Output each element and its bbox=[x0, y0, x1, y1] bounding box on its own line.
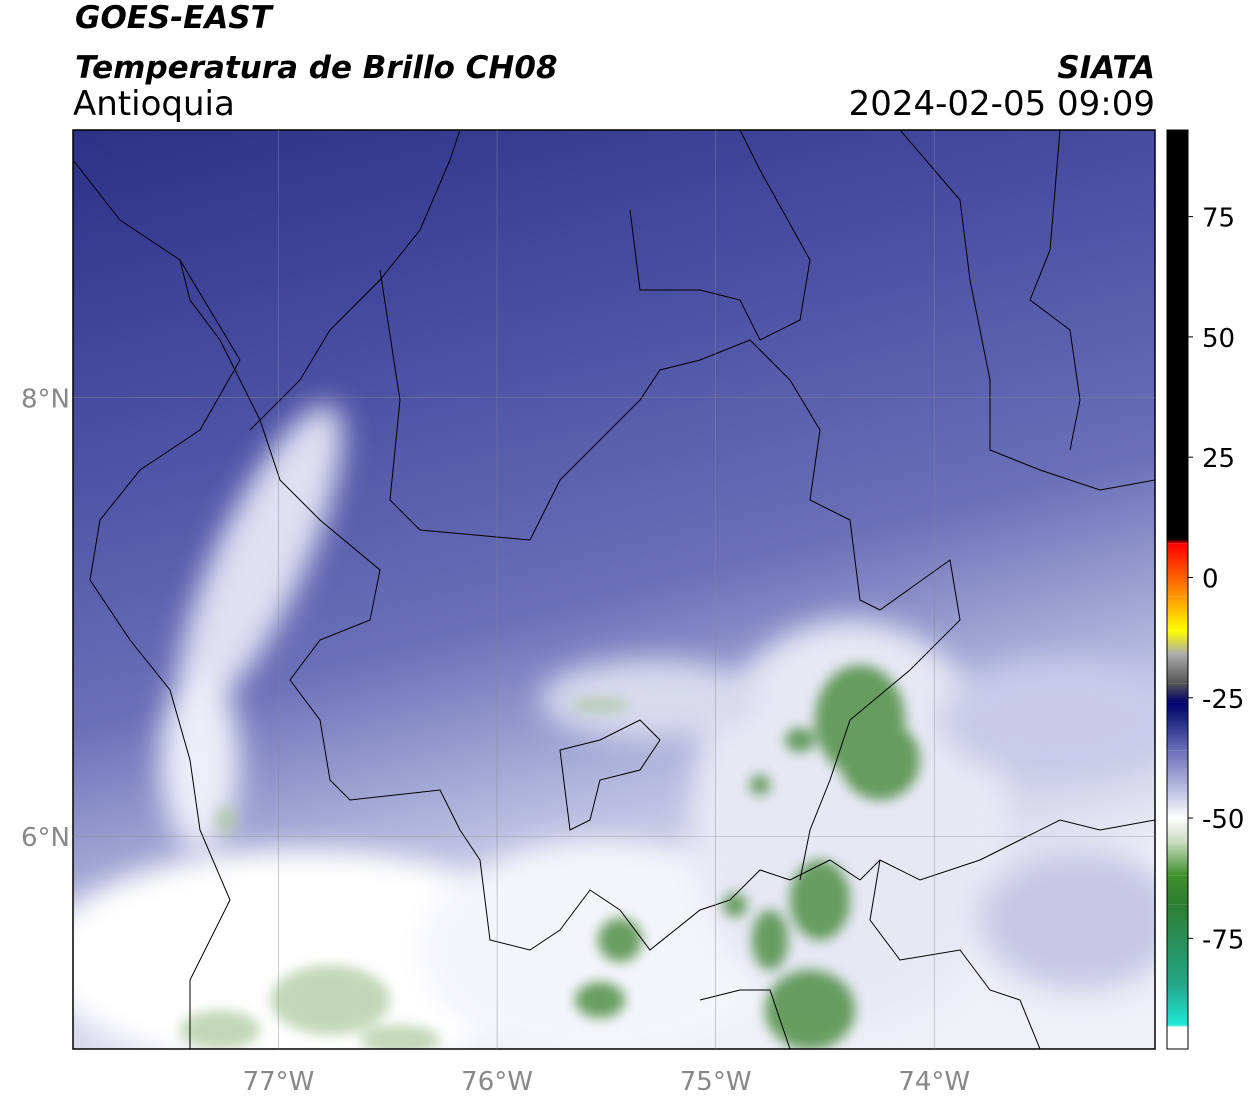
colorbar-segment bbox=[1167, 904, 1188, 987]
colorbar-frame bbox=[1166, 129, 1189, 1050]
colorbar-segment bbox=[1167, 750, 1188, 794]
colorbar-segment bbox=[1167, 1024, 1188, 1028]
colorbar-segment bbox=[1167, 1027, 1188, 1049]
colorbar-tick-label: 0 bbox=[1202, 564, 1219, 594]
colorbar-tick-label: 25 bbox=[1202, 444, 1235, 474]
colorbar-tick-label: 50 bbox=[1202, 324, 1235, 354]
colorbar-segment bbox=[1167, 654, 1188, 684]
colorbar-tick-label: -75 bbox=[1202, 925, 1244, 955]
colorbar-segment bbox=[1167, 130, 1188, 539]
colorbar-tick-label: -25 bbox=[1202, 685, 1244, 715]
region: Antioquia bbox=[73, 84, 235, 124]
source: SIATA bbox=[1057, 50, 1155, 86]
colorbar-segment bbox=[1167, 875, 1188, 905]
satellite-image bbox=[73, 130, 1155, 1049]
colorbar-tick-label: 75 bbox=[1202, 204, 1235, 234]
colorbar-segment bbox=[1167, 818, 1188, 843]
y-tick-label: 8°N bbox=[21, 385, 70, 415]
colorbar-segment bbox=[1167, 793, 1188, 819]
x-tick-label: 75°W bbox=[680, 1067, 752, 1097]
title: GOES-EAST bbox=[75, 0, 275, 36]
colorbar-segment bbox=[1167, 596, 1188, 631]
x-tick-label: 74°W bbox=[898, 1067, 970, 1097]
colorbar-segment bbox=[1167, 986, 1188, 1025]
datetime: 2024-02-05 09:09 bbox=[849, 84, 1155, 124]
y-tick-label: 6°N bbox=[21, 823, 70, 853]
colorbar-segment bbox=[1167, 842, 1188, 876]
colorbar-segment bbox=[1167, 543, 1188, 597]
colorbar-segment bbox=[1167, 538, 1188, 544]
colorbar-tick-label: -50 bbox=[1202, 805, 1244, 835]
colorbar-segment bbox=[1167, 717, 1188, 751]
x-tick-label: 77°W bbox=[243, 1067, 315, 1097]
colorbar-segment bbox=[1167, 683, 1188, 703]
colorbar-segment bbox=[1167, 630, 1188, 655]
x-tick-label: 76°W bbox=[461, 1067, 533, 1097]
subtitle: Temperatura de Brillo CH08 bbox=[75, 50, 558, 86]
map-frame bbox=[72, 129, 1156, 1050]
colorbar-segment bbox=[1167, 702, 1188, 718]
